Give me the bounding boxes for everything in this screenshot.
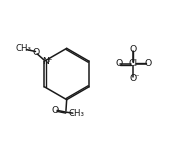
Text: O: O [130, 45, 137, 54]
Text: +: + [46, 57, 52, 63]
Text: CH₃: CH₃ [69, 109, 85, 118]
Text: Cl: Cl [129, 59, 138, 68]
Text: ⁻: ⁻ [135, 73, 139, 82]
Text: CH₃: CH₃ [16, 44, 32, 53]
Text: O: O [115, 59, 122, 68]
Text: N: N [42, 57, 49, 66]
Text: O: O [130, 74, 137, 83]
Text: O: O [144, 59, 152, 68]
Text: O: O [51, 106, 59, 115]
Text: O: O [33, 48, 40, 57]
